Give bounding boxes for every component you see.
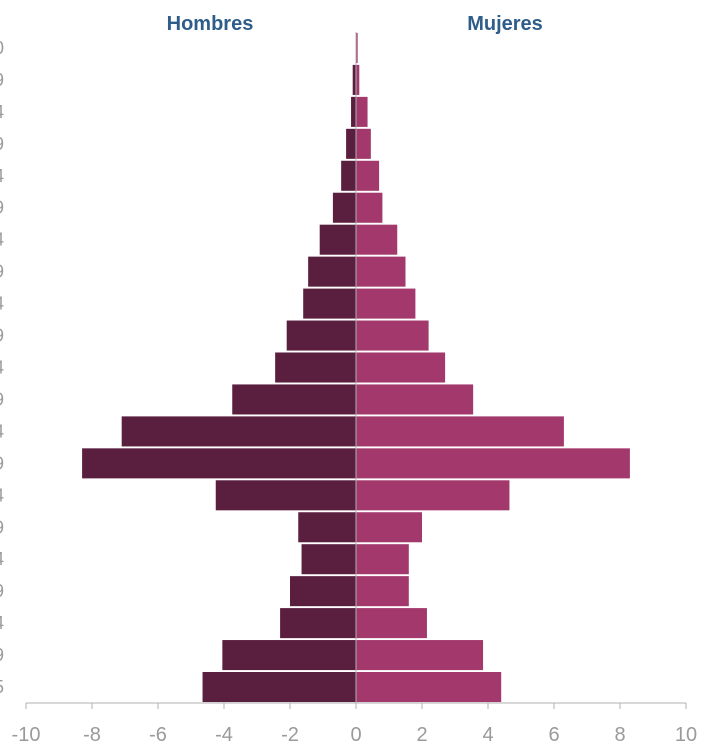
bar-hombres-15 bbox=[332, 192, 356, 223]
bar-mujeres-1 bbox=[356, 640, 484, 671]
bar-mujeres-18 bbox=[356, 96, 368, 127]
bar-hombres-16 bbox=[341, 160, 356, 191]
bar-mujeres-3 bbox=[356, 576, 409, 607]
x-axis-ticks: -10 -8 -6 -4 -2 0 2 4 6 8 10 bbox=[12, 703, 697, 746]
bar-mujeres-13 bbox=[356, 256, 406, 287]
category-label: 9 bbox=[0, 198, 4, 218]
x-tick-label: -10 bbox=[12, 724, 41, 746]
category-label: 9 bbox=[0, 453, 4, 473]
bar-mujeres-9 bbox=[356, 384, 474, 415]
category-label: 0 bbox=[0, 38, 4, 58]
bar-hombres-4 bbox=[301, 544, 356, 575]
bar-hombres-13 bbox=[308, 256, 356, 287]
category-label: 4 bbox=[0, 613, 4, 633]
category-label: 9 bbox=[0, 70, 4, 90]
x-tick-label: 6 bbox=[548, 724, 559, 746]
bar-mujeres-19 bbox=[356, 64, 360, 95]
bar-mujeres-20 bbox=[356, 32, 358, 63]
bar-mujeres-10 bbox=[356, 352, 446, 383]
x-tick-label: 2 bbox=[416, 724, 427, 746]
bar-mujeres-2 bbox=[356, 608, 427, 639]
category-label: 9 bbox=[0, 517, 4, 537]
category-label: 4 bbox=[0, 549, 4, 569]
bar-hombres-3 bbox=[290, 576, 356, 607]
category-labels: 5 9 4 9 4 9 4 9 4 9 4 9 4 9 4 9 4 9 4 9 0 bbox=[0, 38, 4, 697]
bar-mujeres-5 bbox=[356, 512, 422, 543]
x-tick-label: -6 bbox=[149, 724, 167, 746]
series-title-mujeres: Mujeres bbox=[467, 13, 543, 35]
bar-hombres-5 bbox=[298, 512, 356, 543]
category-label: 4 bbox=[0, 421, 4, 441]
series-title-hombres: Hombres bbox=[167, 13, 254, 35]
bar-hombres-18 bbox=[351, 96, 356, 127]
category-label: 5 bbox=[0, 677, 4, 697]
bar-mujeres-7 bbox=[356, 448, 630, 479]
category-label: 4 bbox=[0, 358, 4, 378]
x-tick-label: 10 bbox=[675, 724, 697, 746]
bar-mujeres-17 bbox=[356, 128, 371, 159]
bar-mujeres-11 bbox=[356, 320, 429, 351]
bar-hombres-11 bbox=[286, 320, 356, 351]
category-label: 4 bbox=[0, 294, 4, 314]
category-label: 9 bbox=[0, 581, 4, 601]
bar-mujeres-4 bbox=[356, 544, 409, 575]
category-label: 4 bbox=[0, 230, 4, 250]
bar-hombres-10 bbox=[275, 352, 356, 383]
bar-hombres-19 bbox=[352, 64, 356, 95]
x-tick-label: -8 bbox=[83, 724, 101, 746]
bar-hombres-0 bbox=[202, 672, 356, 703]
bars-group bbox=[82, 32, 630, 703]
category-label: 4 bbox=[0, 485, 4, 505]
bar-hombres-2 bbox=[280, 608, 356, 639]
x-tick-label: 8 bbox=[614, 724, 625, 746]
x-tick-label: 4 bbox=[482, 724, 493, 746]
category-label: 9 bbox=[0, 645, 4, 665]
x-tick-label: -2 bbox=[281, 724, 299, 746]
category-label: 4 bbox=[0, 102, 4, 122]
category-label: 4 bbox=[0, 166, 4, 186]
bar-hombres-9 bbox=[232, 384, 356, 415]
bar-hombres-7 bbox=[82, 448, 356, 479]
bar-hombres-14 bbox=[319, 224, 356, 255]
bar-hombres-12 bbox=[303, 288, 356, 319]
category-label: 9 bbox=[0, 134, 4, 154]
bar-mujeres-0 bbox=[356, 672, 502, 703]
bar-hombres-6 bbox=[215, 480, 356, 511]
bar-hombres-8 bbox=[121, 416, 356, 447]
category-label: 9 bbox=[0, 389, 4, 409]
bar-mujeres-14 bbox=[356, 224, 398, 255]
bar-mujeres-6 bbox=[356, 480, 510, 511]
bar-mujeres-15 bbox=[356, 192, 383, 223]
bar-mujeres-12 bbox=[356, 288, 416, 319]
x-tick-label: -4 bbox=[215, 724, 233, 746]
category-label: 9 bbox=[0, 262, 4, 282]
bar-mujeres-8 bbox=[356, 416, 564, 447]
bar-mujeres-16 bbox=[356, 160, 380, 191]
category-label: 9 bbox=[0, 326, 4, 346]
x-tick-label: 0 bbox=[350, 724, 361, 746]
bar-hombres-1 bbox=[222, 640, 356, 671]
bar-hombres-17 bbox=[346, 128, 356, 159]
